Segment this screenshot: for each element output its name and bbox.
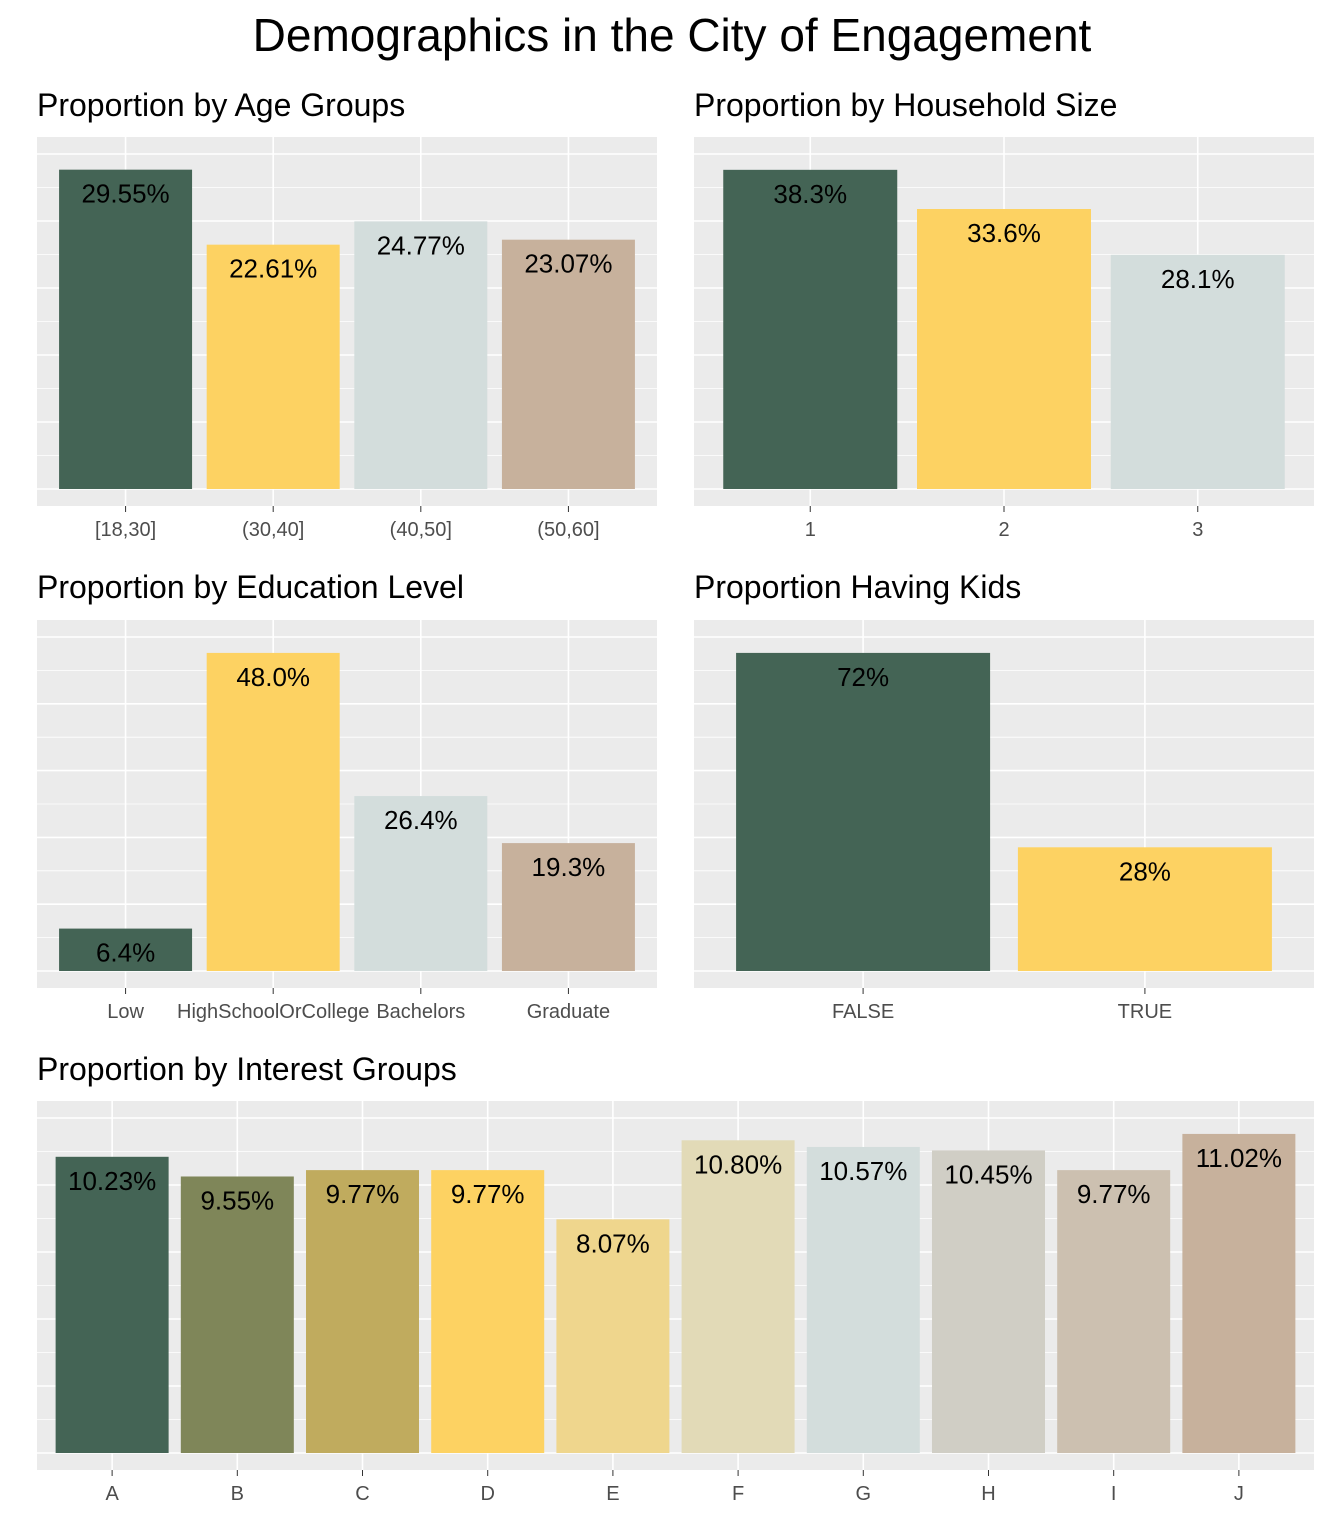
x-tick-label: 2 [998,519,1009,541]
data-label: 9.77% [326,1179,400,1209]
bar [1057,1170,1171,1453]
bar [917,209,1091,489]
panel-title: Proportion by Education Level [37,569,464,605]
data-label: 19.3% [532,852,606,882]
bar [206,652,340,971]
x-tick-label: (30,40] [242,519,304,541]
bar [806,1146,920,1453]
panel-title: Proportion by Interest Groups [37,1051,457,1087]
data-label: 10.45% [944,1159,1032,1189]
data-label: 10.23% [68,1166,156,1196]
bar [736,652,991,971]
data-label: 11.02% [1196,1143,1282,1173]
bar [501,239,635,489]
data-label: 22.61% [229,254,317,284]
bar [1110,254,1285,489]
data-label: 28% [1119,856,1171,886]
data-label: 10.80% [694,1149,782,1179]
data-label: 28.1% [1161,264,1235,294]
panel-title: Proportion Having Kids [694,569,1021,605]
x-tick-label: F [732,1483,744,1505]
x-tick-label: A [105,1483,119,1505]
x-tick-label: (50,60] [537,519,599,541]
data-label: 33.6% [967,218,1041,248]
x-tick-label: B [231,1483,244,1505]
data-label: 8.07% [576,1228,650,1258]
x-tick-label: FALSE [832,1001,894,1023]
x-tick-label: H [981,1483,995,1505]
data-label: 26.4% [384,805,458,835]
data-label: 24.77% [377,230,465,260]
bar [723,169,898,490]
bar [1017,847,1272,971]
panel-title: Proportion by Age Groups [37,87,405,123]
bar [354,221,488,489]
bar [55,1156,169,1453]
bar [59,928,193,971]
bar [206,244,340,489]
x-tick-label: D [480,1483,494,1505]
data-label: 72% [837,662,889,692]
chart-panel: Proportion by Age Groups 29.55% [18,30] 22.… [37,87,657,541]
x-tick-label: J [1234,1483,1244,1505]
x-tick-label: 1 [805,519,816,541]
data-label: 9.55% [200,1185,274,1215]
data-label: 23.07% [524,249,612,279]
x-tick-label: Bachelors [376,1001,465,1023]
bar [431,1170,545,1453]
bar [681,1140,795,1453]
data-label: 48.0% [236,662,310,692]
data-label: 29.55% [81,179,169,209]
x-tick-label: E [606,1483,619,1505]
bar [1182,1133,1296,1453]
chart-panel: Proportion Having Kids 72% FALSE 28% TRUE [694,569,1314,1023]
data-label: 9.77% [1077,1179,1151,1209]
bar [180,1176,294,1453]
x-tick-label: Low [107,1001,144,1023]
x-tick-label: G [856,1483,872,1505]
data-label: 38.3% [773,179,847,209]
x-tick-label: 3 [1192,519,1203,541]
x-tick-label: Graduate [527,1001,610,1023]
bar [59,169,193,489]
x-tick-label: HighSchoolOrCollege [177,1001,369,1023]
x-tick-label: C [355,1483,369,1505]
data-label: 10.57% [819,1156,907,1186]
x-tick-label: (40,50] [390,519,452,541]
data-label: 9.77% [451,1179,525,1209]
x-tick-label: [18,30] [95,519,156,541]
chart-panel: Proportion by Education Level 6.4% Low 48.0… [37,569,657,1023]
panel-title: Proportion by Household Size [694,87,1117,123]
bar [306,1170,420,1453]
x-tick-label: TRUE [1118,1001,1172,1023]
data-label: 6.4% [96,938,155,968]
bar [931,1150,1045,1453]
figure-title: Demographics in the City of Engagement [252,9,1092,61]
chart-panel: Proportion by Household Size 38.3% 1 33.6% 2… [694,87,1314,541]
chart-panel: Proportion by Interest Groups 10.23% A 9.55… [37,1051,1314,1505]
bar [501,843,635,971]
bar [556,1219,670,1453]
bar [354,796,488,971]
x-tick-label: I [1111,1483,1117,1505]
